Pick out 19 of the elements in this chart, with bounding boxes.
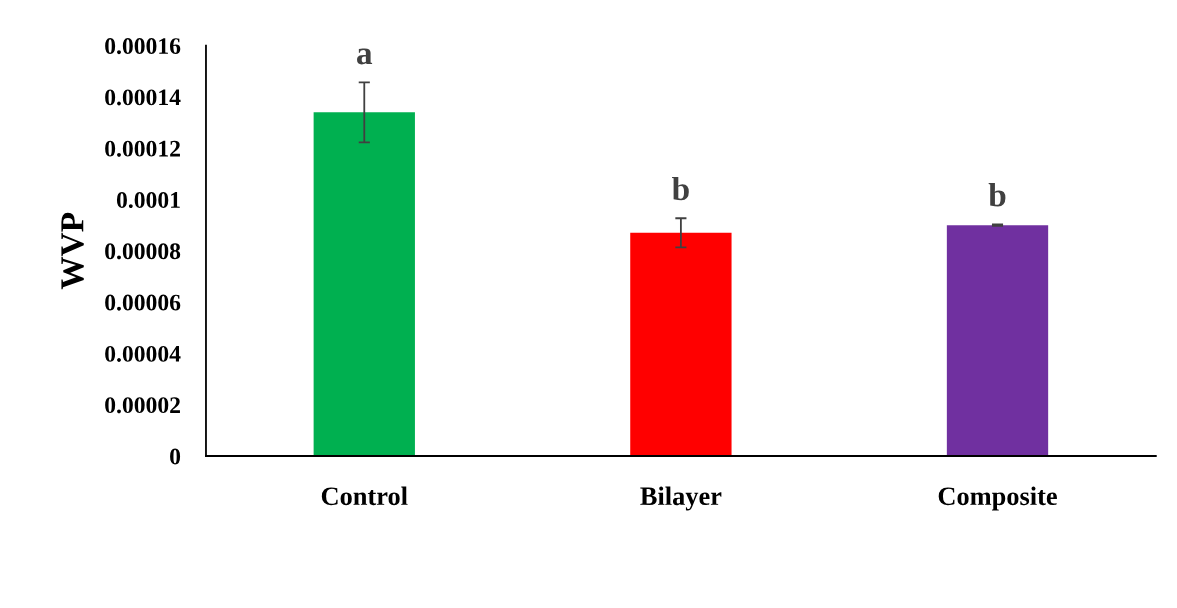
annotation: b bbox=[672, 176, 689, 201]
annotation: a bbox=[357, 48, 373, 65]
annotation: b bbox=[988, 183, 1006, 207]
bar bbox=[313, 112, 415, 456]
bar bbox=[946, 225, 1049, 456]
x-tick-label: Composite bbox=[938, 486, 1057, 511]
y-tick-label: 0.00016 bbox=[105, 38, 181, 55]
y-tick-label: 0.00006 bbox=[105, 294, 181, 311]
x-tick-label: Control bbox=[321, 486, 408, 506]
y-tick-label: 0.00012 bbox=[105, 140, 180, 157]
y-tick-label: 0.0001 bbox=[116, 191, 180, 209]
x-tick-label: Bilayer bbox=[640, 486, 722, 511]
y-tick-label: 0.00008 bbox=[105, 243, 181, 260]
y-tick-label: 0 bbox=[170, 448, 181, 465]
y-tick-label: 0.00014 bbox=[105, 89, 181, 106]
y-axis-title: WVP bbox=[61, 212, 84, 290]
y-tick-label: 0.00002 bbox=[105, 397, 180, 414]
y-tick-label: 0.00004 bbox=[105, 345, 181, 362]
bar bbox=[630, 232, 732, 456]
